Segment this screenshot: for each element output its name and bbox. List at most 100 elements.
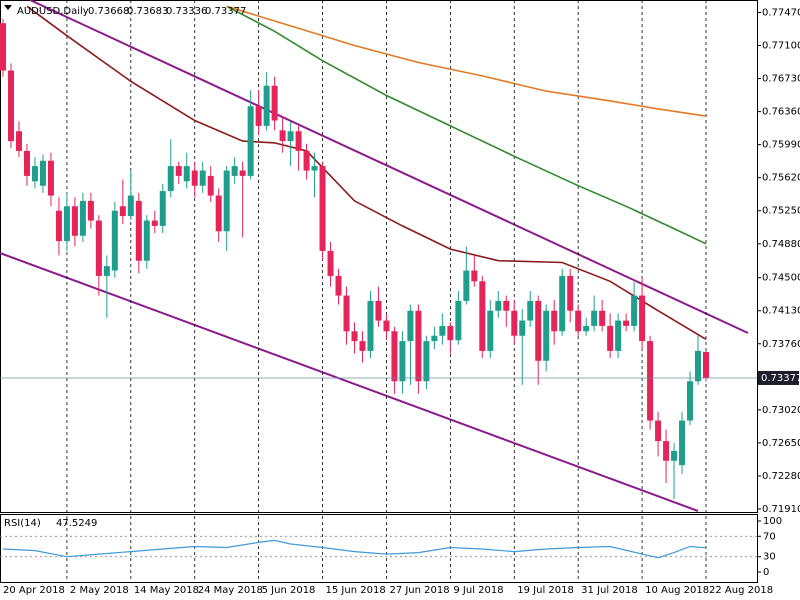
candle-body: [31, 166, 38, 182]
x-tick-label: 20 Apr 2018: [3, 585, 65, 596]
candle-body: [151, 220, 158, 226]
candle-body: [591, 310, 598, 326]
x-tick-label: 14 May 2018: [134, 585, 199, 596]
x-tick-label: 9 Jul 2018: [453, 585, 503, 596]
x-tick-label: 10 Aug 2018: [645, 585, 709, 596]
y-tick-label: 0.75620: [762, 173, 800, 184]
candle-body: [663, 441, 670, 461]
candle-body: [431, 335, 438, 342]
candle-body: [271, 85, 278, 121]
high-price: 0.73683: [127, 6, 168, 17]
candle-body: [279, 130, 286, 142]
candle-body: [167, 166, 174, 192]
price-panel: [0, 0, 758, 513]
candle-body: [703, 351, 709, 378]
lower-trendline: [0, 252, 699, 512]
candle-body: [231, 166, 238, 176]
candle-body: [7, 70, 14, 142]
candle-body: [327, 250, 334, 276]
candle-body: [79, 200, 86, 236]
candle-body: [335, 275, 342, 296]
candle-body: [247, 106, 254, 176]
candle-body: [255, 106, 262, 126]
x-tick-label: 24 May 2018: [198, 585, 263, 596]
y-tick-label: 0.75250: [762, 206, 800, 217]
rsi-tick-label: 0: [763, 567, 769, 578]
moving-average: [226, 5, 707, 245]
candle-body: [375, 300, 382, 321]
y-tick-label: 0.71910: [762, 504, 800, 515]
candle-body: [535, 300, 542, 361]
candle-body: [15, 131, 22, 151]
x-tick-label: 31 Jul 2018: [581, 585, 638, 596]
candle-body: [47, 160, 54, 196]
y-tick-label: 0.75990: [762, 140, 800, 151]
close-price: 0.73377: [205, 6, 246, 17]
y-tick-label: 0.73020: [762, 405, 800, 416]
current-price-label: 0.73377: [761, 373, 800, 384]
candle-body: [463, 270, 470, 301]
candle-body: [175, 166, 182, 176]
candle-body: [215, 195, 222, 232]
candle-body: [471, 270, 478, 282]
candle-body: [543, 310, 550, 361]
candle-body: [311, 166, 318, 171]
candle-body: [383, 320, 390, 332]
candle-body: [607, 325, 614, 351]
candle-body: [303, 150, 310, 171]
candle-body: [695, 350, 702, 382]
candle-body: [239, 170, 246, 176]
candle-body: [119, 206, 126, 217]
x-tick-label: 19 Jul 2018: [517, 585, 574, 596]
candle-body: [55, 210, 62, 242]
y-tick-label: 0.77100: [762, 41, 800, 52]
candle-body: [199, 170, 206, 186]
candle-body: [439, 325, 446, 336]
candle-body: [391, 331, 398, 382]
current-price-box: [758, 370, 799, 385]
low-price: 0.73336: [166, 6, 207, 17]
candle-body: [319, 166, 326, 251]
rsi-tick-label: 70: [763, 531, 776, 542]
y-tick-label: 0.72650: [762, 438, 800, 449]
candle-body: [647, 341, 654, 421]
candle-body: [263, 85, 270, 126]
candle-body: [655, 420, 662, 442]
candle-body: [447, 325, 454, 341]
candle-body: [551, 310, 558, 332]
candle-body: [287, 131, 294, 142]
candle-body: [127, 195, 134, 217]
menu-arrow[interactable]: [4, 5, 12, 10]
candle-body: [623, 320, 630, 326]
candle-body: [575, 310, 582, 332]
x-tick-label: 22 Aug 2018: [709, 585, 773, 596]
candle-body: [527, 300, 534, 321]
y-tick-label: 0.74130: [762, 306, 800, 317]
candle-body: [399, 341, 406, 382]
rsi-tick-label: 30: [763, 552, 776, 563]
candle-body: [511, 310, 518, 336]
candle-body: [487, 310, 494, 351]
y-tick-label: 0.74500: [762, 273, 800, 284]
candle-body: [671, 450, 678, 461]
candle-body: [191, 170, 198, 186]
y-tick-label: 0.73760: [762, 339, 800, 350]
candle-body: [615, 320, 622, 351]
candle-body: [631, 295, 638, 326]
candle-body: [351, 331, 358, 342]
candle-body: [479, 281, 486, 351]
upper-trendline: [29, 0, 749, 334]
candle-body: [39, 160, 46, 186]
rsi-tick-label: 100: [763, 516, 782, 527]
candle-body: [63, 206, 70, 242]
candle-body: [111, 210, 118, 271]
rsi-line: [2, 539, 707, 559]
candle-body: [223, 170, 230, 232]
candle-body: [423, 341, 430, 382]
candle-body: [639, 295, 646, 342]
candle-body: [503, 300, 510, 311]
x-tick-label: 27 Jun 2018: [389, 585, 449, 596]
candle-body: [343, 295, 350, 332]
